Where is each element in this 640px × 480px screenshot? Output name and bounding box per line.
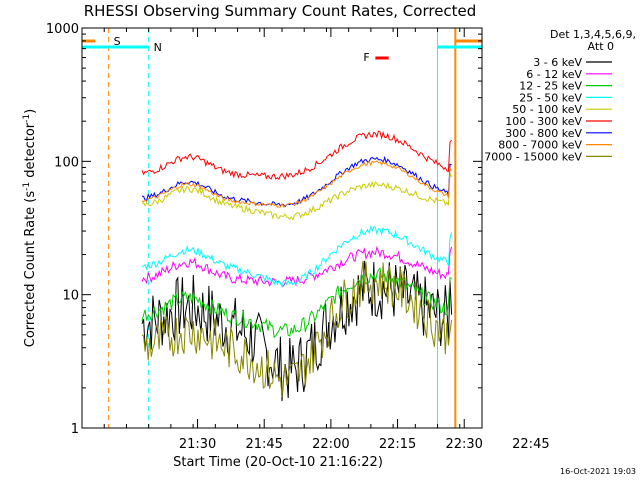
y-tick-label: 1000 xyxy=(46,22,79,37)
x-tick-label: 22:00 xyxy=(312,437,349,452)
y-tick-label: 100 xyxy=(54,155,79,170)
legend-label: 7000 - 15000 keV xyxy=(484,150,582,163)
series-line xyxy=(141,155,452,208)
legend-label: 100 - 300 keV xyxy=(505,115,582,128)
x-tick-label: 22:45 xyxy=(512,437,549,452)
series-line xyxy=(141,173,453,221)
y-tick-label: 10 xyxy=(62,289,79,304)
legend-label: 300 - 800 keV xyxy=(505,127,582,140)
y-axis-label: Corrected Count Rate (s-1 detector-1) xyxy=(22,109,38,347)
flare-label: F xyxy=(363,51,369,64)
x-tick-label: 22:30 xyxy=(445,437,482,452)
series-line xyxy=(141,245,453,288)
saa-label: S xyxy=(114,35,121,48)
plot-area: S N F xyxy=(82,28,482,428)
x-axis: 21:30 21:45 22:00 22:15 22:30 22:45 xyxy=(81,28,550,452)
series-line xyxy=(141,267,452,339)
footer-timestamp: 16-Oct-2021 19:03 xyxy=(560,467,636,476)
x-axis-label: Start Time (20-Oct-10 21:16:22) xyxy=(173,455,383,470)
chart-title: RHESSI Observing Summary Count Rates, Co… xyxy=(84,2,477,20)
legend-label: 3 - 6 keV xyxy=(533,56,582,69)
x-tick-label: 22:15 xyxy=(379,437,416,452)
series-line xyxy=(141,130,452,181)
y-axis: 1 10 100 1000 xyxy=(46,22,482,437)
plot-frame xyxy=(81,27,483,429)
night-label: N xyxy=(154,41,162,54)
legend-label: 800 - 7000 keV xyxy=(498,139,582,152)
series-line xyxy=(141,160,452,208)
legend-label: 6 - 12 keV xyxy=(526,68,582,81)
legend-label: 25 - 50 keV xyxy=(519,91,582,104)
legend-label: 12 - 25 keV xyxy=(519,80,582,93)
x-tick-label: 21:30 xyxy=(179,437,216,452)
legend-label: 50 - 100 keV xyxy=(512,103,582,116)
legend-header-line1: Det 1,3,4,5,6,9, xyxy=(550,28,636,41)
y-tick-label: 1 xyxy=(71,422,79,437)
x-tick-label: 21:45 xyxy=(245,437,282,452)
series-line xyxy=(141,260,453,398)
series-line xyxy=(141,225,453,288)
legend-header-line2: Att 0 xyxy=(588,40,614,53)
